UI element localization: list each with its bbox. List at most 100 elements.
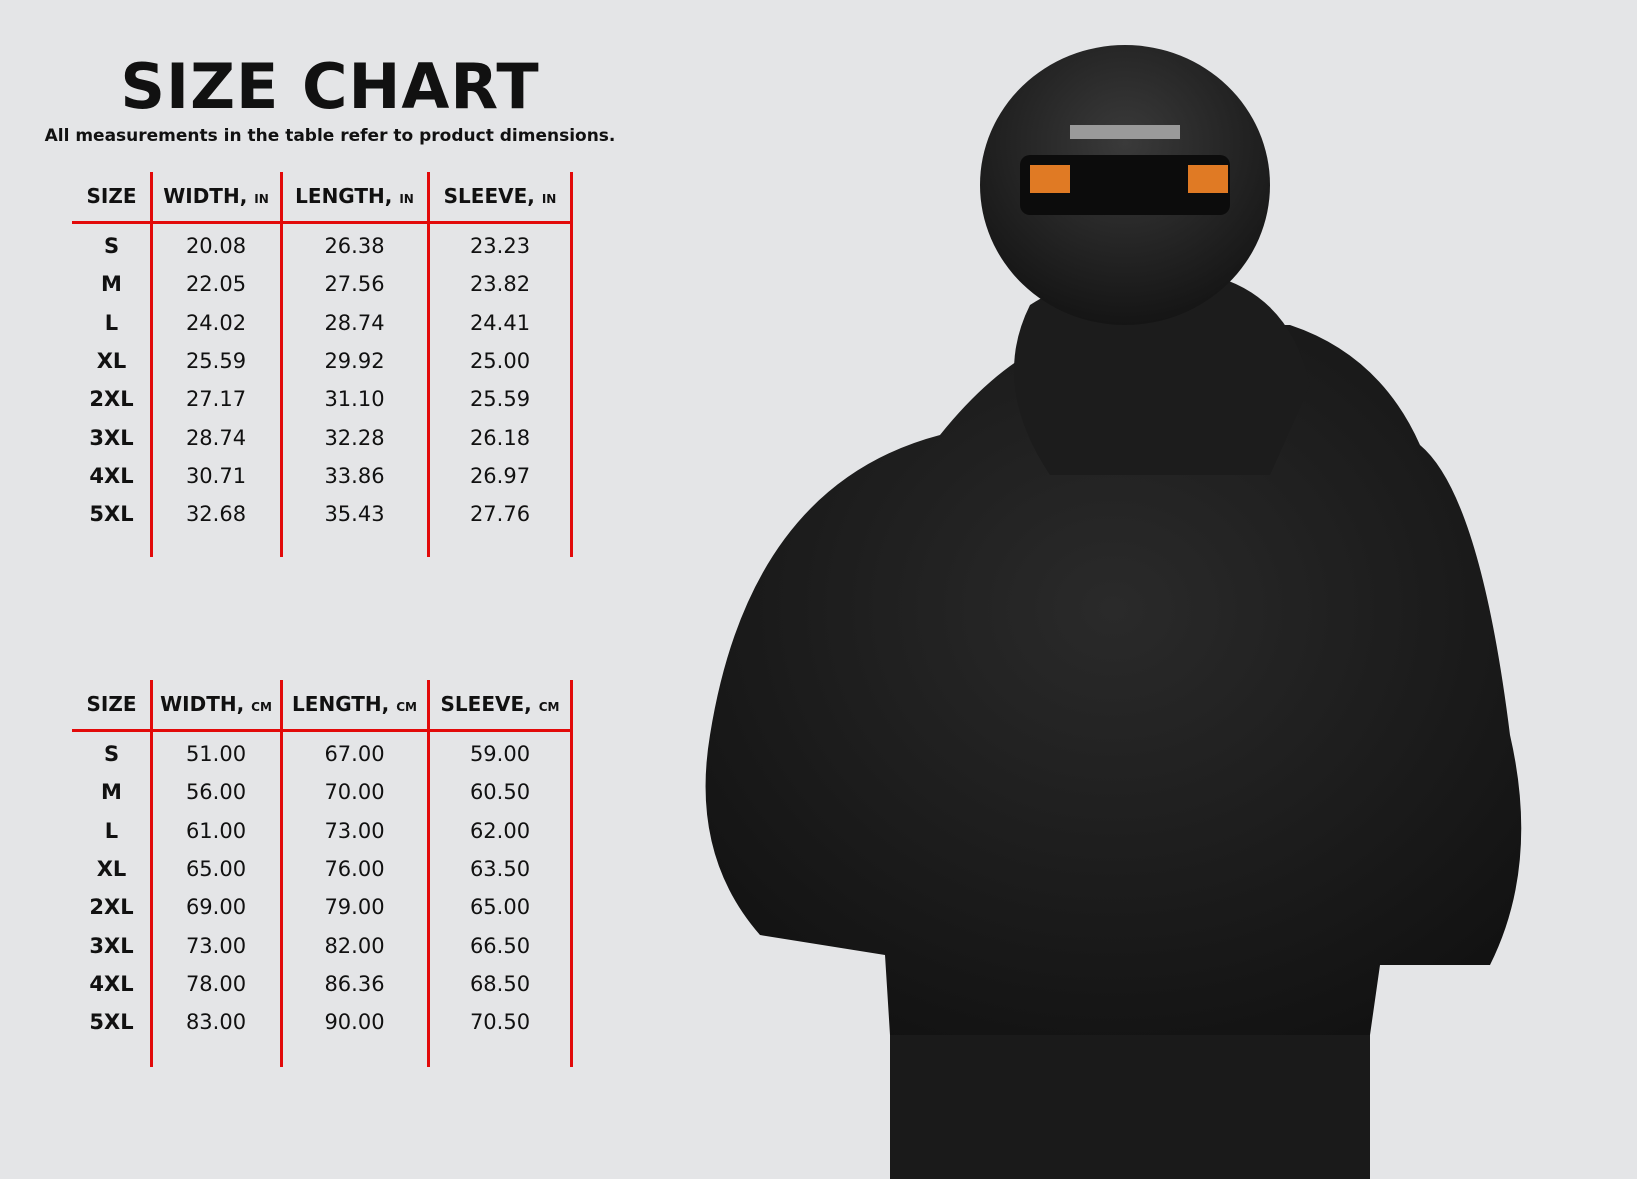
size-label: M xyxy=(101,272,122,297)
measurement-cell: 24.02 xyxy=(185,310,247,335)
model-photo xyxy=(705,45,1522,1179)
column-header: WIDTH, CM xyxy=(151,692,281,716)
measurement-cell: 62.00 xyxy=(469,818,531,843)
size-label: 4XL xyxy=(89,463,134,488)
table-divider xyxy=(570,680,573,1067)
header-label: SIZE xyxy=(86,184,137,208)
header-label: SLEEVE, xyxy=(443,184,535,208)
size-label: XL xyxy=(96,348,127,373)
size-label: 2XL xyxy=(89,895,134,920)
column-header: WIDTH, IN xyxy=(151,184,281,208)
measurement-cell: 26.97 xyxy=(469,463,531,488)
measurement-cell: 23.82 xyxy=(469,272,531,297)
size-label: S xyxy=(103,234,120,258)
measurement-cell: 20.08 xyxy=(185,234,247,258)
size-label: L xyxy=(104,310,119,335)
measurement-cell: 70.00 xyxy=(324,780,385,805)
column-header: LENGTH, IN xyxy=(281,184,428,208)
measurement-cell: 32.28 xyxy=(324,425,385,450)
table-divider xyxy=(280,680,283,1067)
header-label: SIZE xyxy=(86,692,137,716)
measurement-cell: 32.68 xyxy=(185,502,247,527)
header-unit: IN xyxy=(254,192,269,206)
table-divider xyxy=(427,680,430,1067)
measurement-cell: 27.56 xyxy=(324,272,385,297)
measurement-cell: 26.18 xyxy=(469,425,531,450)
measurement-cell: 65.00 xyxy=(469,895,531,920)
measurement-cell: 83.00 xyxy=(185,1010,247,1035)
helmet-reflector-right xyxy=(1188,165,1228,193)
measurement-cell: 30.71 xyxy=(185,463,247,488)
measurement-cell: 51.00 xyxy=(185,742,247,766)
measurement-cell: 31.10 xyxy=(324,387,385,412)
measurement-cell: 70.50 xyxy=(469,1010,531,1035)
hoodie-body xyxy=(705,325,1522,1035)
measurement-cell: 28.74 xyxy=(324,310,385,335)
column-header: SLEEVE, CM xyxy=(428,692,572,716)
hood xyxy=(1014,273,1310,475)
measurement-cell: 27.17 xyxy=(185,387,247,412)
size-label: 4XL xyxy=(89,971,134,996)
size-label: M xyxy=(101,780,122,805)
page-title: SIZE CHART xyxy=(120,50,540,123)
pants xyxy=(890,1035,1370,1179)
measurement-cell: 56.00 xyxy=(185,780,247,805)
column-header: SLEEVE, IN xyxy=(428,184,572,208)
measurement-cell: 73.00 xyxy=(185,933,247,958)
measurement-cell: 25.00 xyxy=(469,348,531,373)
measurement-cell: 25.59 xyxy=(185,348,247,373)
measurement-cell: 78.00 xyxy=(185,971,247,996)
measurement-cell: 24.41 xyxy=(469,310,531,335)
measurement-cell: 66.50 xyxy=(469,933,531,958)
measurement-cell: 73.00 xyxy=(324,818,385,843)
measurement-cell: 33.86 xyxy=(324,463,385,488)
header-label: WIDTH, xyxy=(160,692,245,716)
header-label: LENGTH, xyxy=(295,184,393,208)
table-divider xyxy=(150,172,153,557)
column-header: LENGTH, CM xyxy=(281,692,428,716)
header-label: LENGTH, xyxy=(292,692,390,716)
measurement-cell: 82.00 xyxy=(324,933,385,958)
size-label: XL xyxy=(96,856,127,881)
measurement-cell: 23.23 xyxy=(469,234,531,258)
header-label: SLEEVE, xyxy=(440,692,532,716)
size-label: 5XL xyxy=(89,502,134,527)
size-label: 3XL xyxy=(89,425,134,450)
header-unit: CM xyxy=(538,700,560,714)
measurement-cell: 22.05 xyxy=(185,272,247,297)
size-label: S xyxy=(103,742,120,766)
size-table-inches: SIZE WIDTH, IN LENGTH, IN SLEEVE, IN S 20.08 2… xyxy=(72,172,573,557)
helmet-reflector-left xyxy=(1030,165,1070,193)
measurement-cell: 59.00 xyxy=(469,742,531,766)
size-table-cm: SIZE WIDTH, CM LENGTH, CM SLEEVE, CM S 51.00 6… xyxy=(72,680,573,1067)
measurement-cell: 69.00 xyxy=(185,895,247,920)
measurement-cell: 90.00 xyxy=(324,1010,385,1035)
table-divider xyxy=(570,172,573,557)
header-underline xyxy=(72,729,572,732)
column-header: SIZE xyxy=(72,184,151,208)
header-unit: CM xyxy=(251,700,272,714)
header-unit: IN xyxy=(541,192,557,206)
measurement-cell: 25.59 xyxy=(469,387,531,412)
header-underline xyxy=(72,221,572,224)
header-unit: IN xyxy=(399,192,414,206)
size-label: 3XL xyxy=(89,933,134,958)
measurement-cell: 63.50 xyxy=(469,856,531,881)
size-label: L xyxy=(104,818,119,843)
measurement-cell: 29.92 xyxy=(324,348,385,373)
measurement-cell: 27.76 xyxy=(469,502,531,527)
header-label: WIDTH, xyxy=(163,184,248,208)
measurement-cell: 61.00 xyxy=(185,818,247,843)
measurement-cell: 68.50 xyxy=(469,971,531,996)
table-divider xyxy=(150,680,153,1067)
measurement-cell: 26.38 xyxy=(324,234,385,258)
subtitle: All measurements in the table refer to p… xyxy=(44,126,616,146)
measurement-cell: 28.74 xyxy=(185,425,247,450)
measurement-cell: 79.00 xyxy=(324,895,385,920)
measurement-cell: 35.43 xyxy=(324,502,385,527)
measurement-cell: 86.36 xyxy=(324,971,385,996)
measurement-cell: 76.00 xyxy=(324,856,385,881)
measurement-cell: 60.50 xyxy=(469,780,531,805)
column-header: SIZE xyxy=(72,692,151,716)
table-divider xyxy=(280,172,283,557)
